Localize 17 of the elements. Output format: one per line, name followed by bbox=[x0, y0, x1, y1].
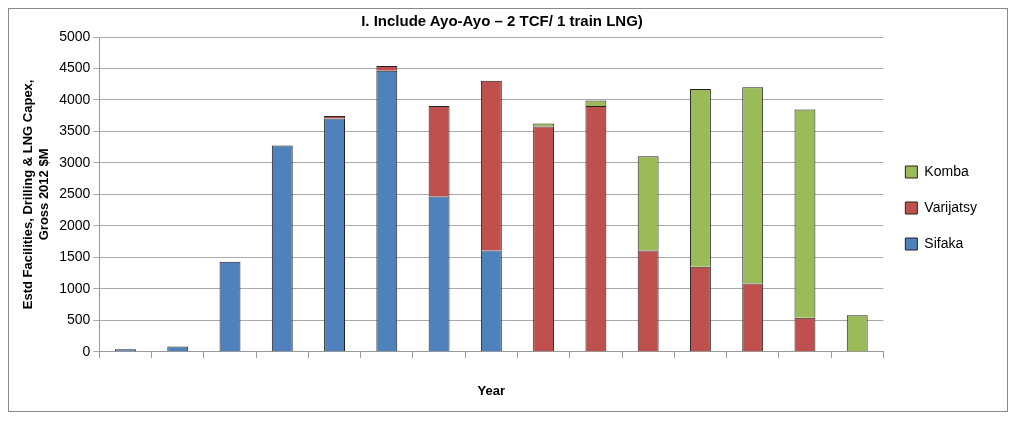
y-tick-label: 3500 bbox=[59, 122, 91, 139]
x-axis-title: Year bbox=[477, 382, 506, 398]
legend-label: Komba bbox=[924, 162, 969, 179]
y-tick-label: 3000 bbox=[59, 153, 91, 170]
y-tick-label: 500 bbox=[66, 311, 91, 328]
y-tick-label: 1000 bbox=[59, 279, 91, 296]
y-tick-label: 2000 bbox=[59, 216, 91, 233]
legend-label: Sifaka bbox=[924, 234, 964, 251]
y-axis-title: Estd Facilities, Drilling & LNG Capex, Gross 2012 $M bbox=[20, 79, 51, 310]
y-tick-label: 4500 bbox=[59, 59, 91, 76]
y-tick-label: 0 bbox=[82, 342, 91, 359]
y-tick-label: 5000 bbox=[59, 27, 91, 44]
y-tick-label: 1500 bbox=[59, 248, 91, 265]
y-tick-label: 4000 bbox=[59, 90, 91, 107]
chart-title: I. Include Ayo-Ayo – 2 TCF/ 1 train LNG) bbox=[361, 12, 643, 30]
legend-label: Varijatsy bbox=[924, 198, 978, 215]
y-tick-label: 2500 bbox=[59, 185, 91, 202]
